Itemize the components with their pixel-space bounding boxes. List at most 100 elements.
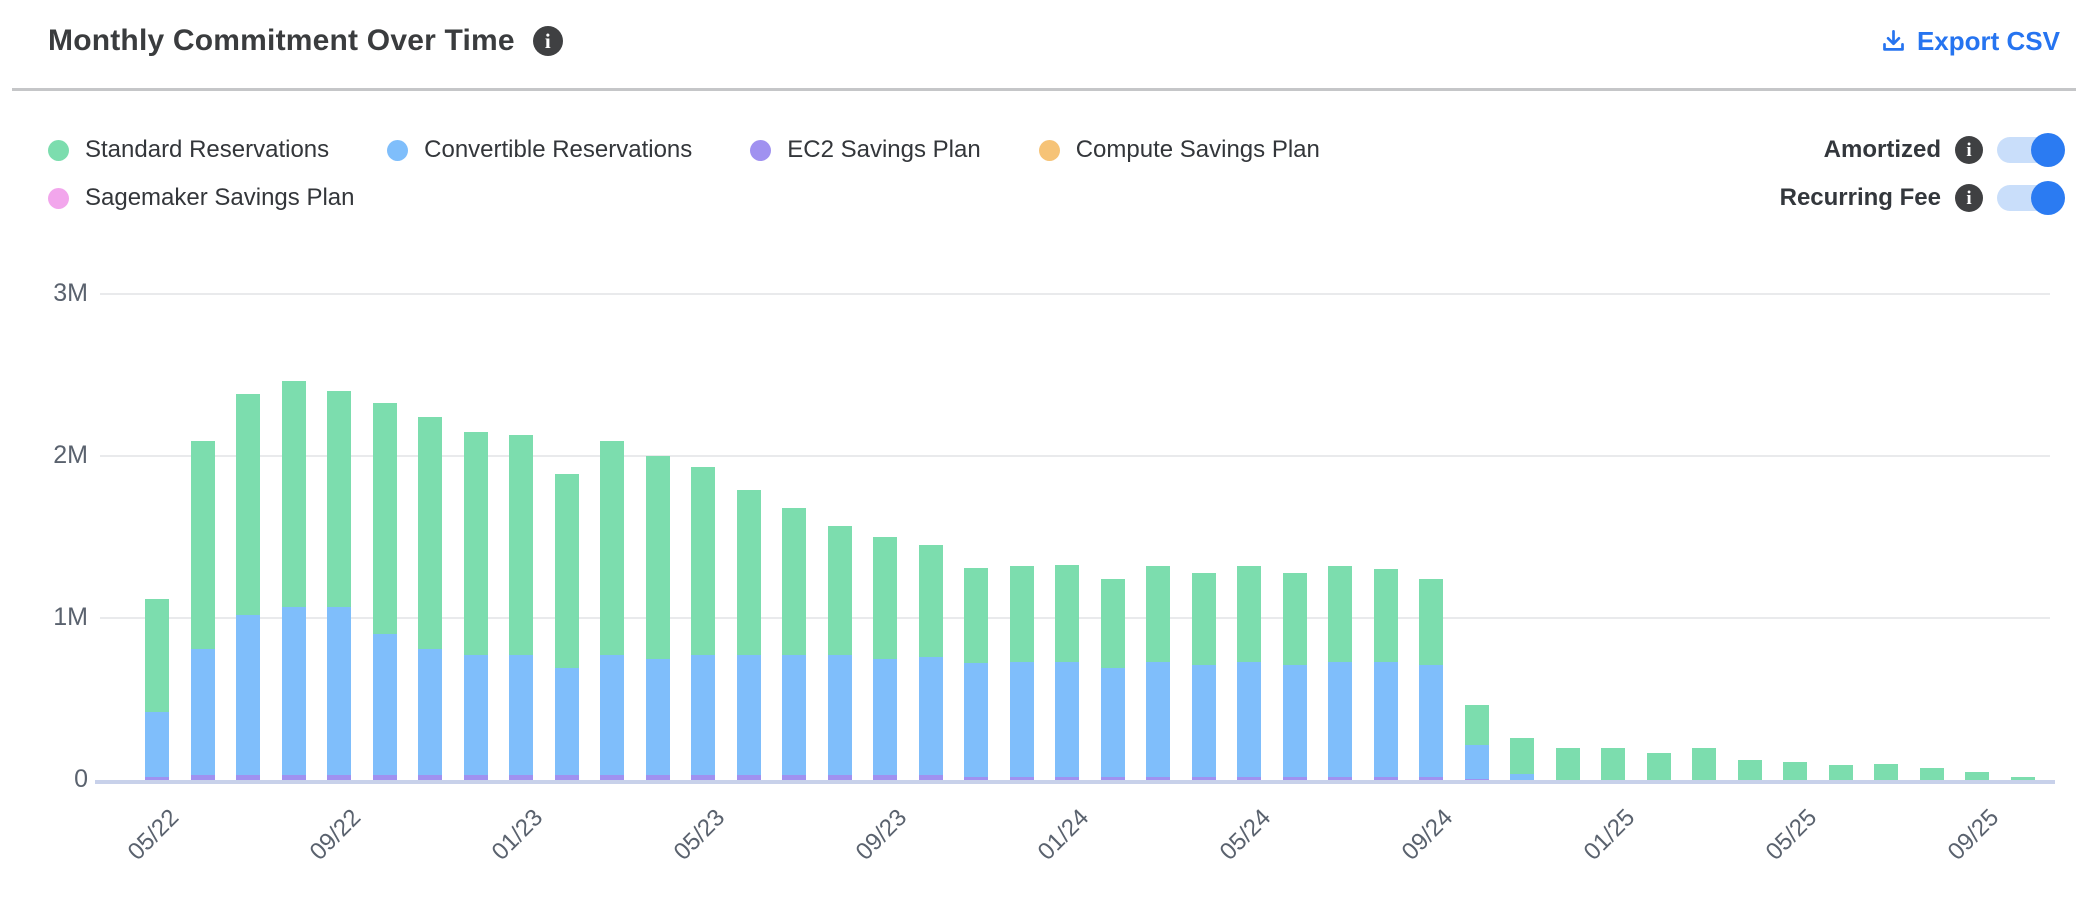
bar-segment-07-25-standard-reservations[interactable]	[1874, 763, 1898, 780]
bar-segment-10-23-standard-reservations[interactable]	[918, 545, 943, 657]
bar-segment-08-24-ec2-savings-plan[interactable]	[1373, 776, 1398, 780]
bar-segment-07-24-ec2-savings-plan[interactable]	[1328, 776, 1352, 780]
bar-segment-03-23-convertible-reservations[interactable]	[600, 655, 624, 776]
bar-segment-10-22-standard-reservations[interactable]	[372, 402, 397, 635]
bar-segment-10-24-standard-reservations[interactable]	[1464, 705, 1489, 746]
bar-segment-04-24-standard-reservations[interactable]	[1191, 572, 1216, 665]
toggle-info-icon[interactable]: i	[1955, 184, 1983, 212]
bar-segment-03-23-ec2-savings-plan[interactable]	[600, 775, 624, 780]
bar-segment-08-24-convertible-reservations[interactable]	[1373, 661, 1398, 777]
bar-segment-05-24-ec2-savings-plan[interactable]	[1237, 776, 1261, 780]
bar-segment-11-22-standard-reservations[interactable]	[418, 417, 442, 649]
bar-segment-10-25-standard-reservations[interactable]	[2010, 776, 2035, 780]
bar-segment-05-24-convertible-reservations[interactable]	[1237, 661, 1261, 777]
bar-segment-11-23-standard-reservations[interactable]	[964, 567, 988, 664]
bar-segment-08-22-ec2-savings-plan[interactable]	[281, 775, 306, 780]
bar-segment-02-23-convertible-reservations[interactable]	[554, 668, 579, 776]
bar-segment-04-24-ec2-savings-plan[interactable]	[1191, 776, 1216, 780]
bar-segment-01-23-convertible-reservations[interactable]	[509, 655, 533, 776]
export-csv-button[interactable]: Export CSV	[1880, 26, 2060, 57]
bar-segment-09-22-ec2-savings-plan[interactable]	[327, 775, 351, 780]
bar-segment-09-23-convertible-reservations[interactable]	[873, 658, 897, 776]
bar-segment-12-22-convertible-reservations[interactable]	[463, 655, 488, 776]
bar-segment-09-25-standard-reservations[interactable]	[1965, 771, 1989, 780]
bar-segment-08-22-standard-reservations[interactable]	[281, 381, 306, 607]
bar-segment-05-25-standard-reservations[interactable]	[1783, 762, 1807, 780]
bar-segment-10-24-convertible-reservations[interactable]	[1464, 745, 1489, 780]
bar-segment-11-23-ec2-savings-plan[interactable]	[964, 776, 988, 780]
legend-item-compute-savings-plan[interactable]: Compute Savings Plan	[1038, 126, 1320, 174]
bar-segment-06-23-standard-reservations[interactable]	[736, 490, 761, 656]
bar-segment-06-24-standard-reservations[interactable]	[1282, 572, 1307, 665]
bar-segment-12-23-ec2-savings-plan[interactable]	[1009, 776, 1034, 780]
bar-segment-12-24-standard-reservations[interactable]	[1555, 747, 1580, 780]
bar-segment-03-24-ec2-savings-plan[interactable]	[1146, 776, 1170, 780]
bar-segment-05-22-ec2-savings-plan[interactable]	[145, 776, 169, 780]
bar-segment-02-23-ec2-savings-plan[interactable]	[554, 775, 579, 780]
bar-segment-07-22-ec2-savings-plan[interactable]	[236, 775, 260, 780]
bar-segment-07-23-ec2-savings-plan[interactable]	[782, 775, 806, 780]
title-info-icon[interactable]: i	[532, 26, 563, 56]
bar-segment-09-22-standard-reservations[interactable]	[327, 391, 351, 607]
legend-item-standard-reservations[interactable]: Standard Reservations	[48, 126, 329, 174]
bar-segment-06-23-ec2-savings-plan[interactable]	[736, 775, 761, 780]
bar-segment-06-24-convertible-reservations[interactable]	[1282, 664, 1307, 777]
bar-segment-06-22-standard-reservations[interactable]	[190, 441, 215, 649]
bar-segment-08-22-convertible-reservations[interactable]	[281, 606, 306, 776]
bar-segment-10-23-ec2-savings-plan[interactable]	[918, 775, 943, 780]
bar-segment-04-23-convertible-reservations[interactable]	[645, 658, 670, 776]
bar-segment-05-23-convertible-reservations[interactable]	[691, 655, 715, 776]
bar-segment-06-22-convertible-reservations[interactable]	[190, 648, 215, 776]
bar-segment-08-24-standard-reservations[interactable]	[1373, 569, 1398, 662]
bar-segment-07-24-standard-reservations[interactable]	[1328, 566, 1352, 662]
toggle-switch[interactable]	[1997, 133, 2065, 167]
bar-segment-06-23-convertible-reservations[interactable]	[736, 655, 761, 776]
bar-segment-07-22-standard-reservations[interactable]	[236, 394, 260, 615]
bar-segment-11-22-convertible-reservations[interactable]	[418, 648, 442, 776]
bar-segment-10-23-convertible-reservations[interactable]	[918, 656, 943, 776]
bar-segment-07-22-convertible-reservations[interactable]	[236, 614, 260, 776]
bar-segment-01-24-ec2-savings-plan[interactable]	[1055, 776, 1079, 780]
legend-item-ec2-savings-plan[interactable]: EC2 Savings Plan	[750, 126, 981, 174]
toggle-info-icon[interactable]: i	[1955, 136, 1983, 164]
bar-segment-11-24-standard-reservations[interactable]	[1510, 737, 1534, 774]
bar-segment-05-23-standard-reservations[interactable]	[691, 467, 715, 656]
bar-segment-12-23-standard-reservations[interactable]	[1009, 566, 1034, 662]
bar-segment-08-25-standard-reservations[interactable]	[1919, 767, 1944, 780]
bar-segment-03-23-standard-reservations[interactable]	[600, 441, 624, 656]
bar-segment-09-23-ec2-savings-plan[interactable]	[873, 775, 897, 780]
bar-segment-01-23-ec2-savings-plan[interactable]	[509, 775, 533, 780]
bar-segment-02-24-convertible-reservations[interactable]	[1100, 668, 1125, 777]
bar-segment-04-24-convertible-reservations[interactable]	[1191, 664, 1216, 777]
bar-segment-09-24-ec2-savings-plan[interactable]	[1419, 776, 1443, 780]
bar-segment-11-24-convertible-reservations[interactable]	[1510, 773, 1534, 780]
bar-segment-05-24-standard-reservations[interactable]	[1237, 566, 1261, 662]
bar-segment-07-23-standard-reservations[interactable]	[782, 507, 806, 656]
bar-segment-02-24-ec2-savings-plan[interactable]	[1100, 776, 1125, 780]
bar-segment-04-23-ec2-savings-plan[interactable]	[645, 775, 670, 780]
bar-segment-09-23-standard-reservations[interactable]	[873, 537, 897, 659]
bar-segment-08-23-ec2-savings-plan[interactable]	[827, 775, 852, 780]
bar-segment-03-24-convertible-reservations[interactable]	[1146, 661, 1170, 777]
bar-segment-03-24-standard-reservations[interactable]	[1146, 566, 1170, 662]
legend-item-sagemaker-savings-plan[interactable]: Sagemaker Savings Plan	[48, 174, 354, 222]
bar-segment-12-23-convertible-reservations[interactable]	[1009, 661, 1034, 777]
bar-segment-05-22-convertible-reservations[interactable]	[145, 711, 169, 777]
bar-segment-02-25-standard-reservations[interactable]	[1646, 753, 1671, 780]
bar-segment-09-22-convertible-reservations[interactable]	[327, 606, 351, 776]
bar-segment-07-23-convertible-reservations[interactable]	[782, 655, 806, 776]
bar-segment-06-22-ec2-savings-plan[interactable]	[190, 775, 215, 780]
bar-segment-09-24-convertible-reservations[interactable]	[1419, 664, 1443, 777]
bar-segment-06-24-ec2-savings-plan[interactable]	[1282, 776, 1307, 780]
bar-segment-12-22-standard-reservations[interactable]	[463, 431, 488, 656]
bar-segment-11-22-ec2-savings-plan[interactable]	[418, 775, 442, 780]
bar-segment-01-24-standard-reservations[interactable]	[1055, 564, 1079, 662]
legend-item-convertible-reservations[interactable]: Convertible Reservations	[387, 126, 692, 174]
bar-segment-02-23-standard-reservations[interactable]	[554, 473, 579, 669]
bar-segment-08-23-convertible-reservations[interactable]	[827, 655, 852, 776]
bar-segment-05-22-standard-reservations[interactable]	[145, 598, 169, 712]
bar-segment-02-24-standard-reservations[interactable]	[1100, 579, 1125, 669]
bar-segment-06-25-standard-reservations[interactable]	[1828, 764, 1853, 780]
toggle-switch[interactable]	[1997, 181, 2065, 215]
bar-segment-10-22-convertible-reservations[interactable]	[372, 634, 397, 776]
